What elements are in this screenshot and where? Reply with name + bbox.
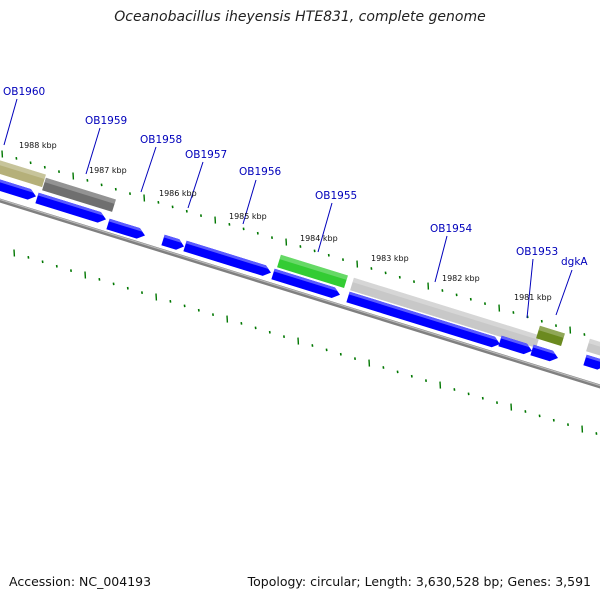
feature-ob1955-shine: [279, 254, 348, 280]
cds-arrow-6-shape: [271, 268, 341, 298]
leader-ob1959: [85, 127, 101, 175]
cds-arrow-7-shine: [348, 291, 498, 341]
backbone-highlight: [0, 198, 600, 387]
leader-ob1956: [242, 179, 257, 225]
feature-ob1954: [350, 277, 540, 348]
label-leader-lines: [3, 98, 573, 319]
gene-label-group: OB1960 OB1959 OB1958 OB1957 OB1956 OB195…: [3, 86, 588, 268]
accession-text: Accession: NC_004193: [9, 574, 152, 589]
cds-arrow-9-shape: [530, 344, 558, 362]
gene-label-ob1960: OB1960: [3, 86, 45, 98]
gene-label-ob1953: OB1953: [516, 246, 558, 258]
feature-dgka: [536, 325, 565, 346]
cds-arrow-5-shine: [185, 240, 269, 269]
kbp-label-1987: 1987 kbp: [89, 166, 127, 175]
feature-ob1955-body: [277, 254, 348, 288]
cds-arrow-1-shape: [0, 178, 37, 200]
feature-ob1960-body: [0, 159, 46, 188]
leader-ob1953: [526, 258, 534, 319]
kbp-label-1982: 1982 kbp: [442, 274, 480, 283]
kbp-label-1983: 1983 kbp: [371, 254, 409, 263]
feature-ob1959-body: [42, 177, 116, 212]
gene-label-ob1958: OB1958: [140, 134, 182, 146]
feature-ob1954-shine: [352, 277, 540, 340]
cds-arrow-8: [498, 335, 533, 355]
leader-ob1954: [434, 235, 448, 283]
cds-arrow-7: [346, 291, 501, 348]
cds-arrow-8-shine: [500, 335, 530, 348]
leader-ob1960: [3, 98, 18, 146]
feature-ob1954-body: [350, 277, 540, 348]
cds-arrow-3-shine: [108, 218, 143, 232]
kbp-label-group: 1988 kbp 1987 kbp 1986 kbp 1985 kbp 1984…: [19, 141, 552, 302]
cds-arrow-10: [583, 354, 600, 370]
kbp-label-1986: 1986 kbp: [159, 189, 197, 198]
cds-arrow-2-shape: [35, 192, 107, 223]
cds-arrow-9-shine: [532, 344, 556, 355]
cds-arrow-2-shine: [37, 192, 104, 216]
cds-arrow-10-shine: [585, 354, 600, 363]
cds-arrow-6-shine: [273, 268, 338, 292]
cds-arrow-4-shine: [163, 234, 182, 243]
gene-label-ob1959: OB1959: [85, 115, 127, 127]
kbp-label-1984: 1984 kbp: [300, 234, 338, 243]
cds-arrow-6: [271, 268, 341, 298]
outer-tick-track: [1, 150, 586, 336]
feature-ob1955: [277, 254, 348, 288]
leader-ob1955: [317, 202, 333, 253]
feature-next-shine: [588, 338, 600, 349]
cds-arrow-1: [0, 178, 37, 200]
kbp-label-1988: 1988 kbp: [19, 141, 57, 150]
map-title: Oceanobacillus iheyensis HTE831, complet…: [114, 9, 486, 25]
cds-arrow-track: [0, 178, 600, 370]
leader-ob1957: [187, 161, 204, 209]
genome-stats-text: Topology: circular; Length: 3,630,528 bp…: [247, 574, 591, 589]
feature-ob1960-shine: [0, 159, 46, 180]
gene-label-ob1955: OB1955: [315, 190, 357, 202]
feature-dgka-body: [536, 325, 565, 346]
gene-label-ob1956: OB1956: [239, 166, 282, 178]
cds-arrow-4: [161, 234, 184, 250]
cds-arrow-8-shape: [498, 335, 533, 355]
feature-next: [586, 338, 600, 357]
leader-ob1958: [140, 146, 157, 193]
cds-arrow-9: [530, 344, 558, 362]
feature-ob1959: [42, 177, 116, 212]
cds-arrow-3-shape: [106, 218, 146, 239]
cds-arrow-7-shape: [346, 291, 501, 348]
inner-tick-track: [13, 249, 598, 435]
feature-next-body: [586, 338, 600, 357]
leader-dgka: [555, 269, 573, 316]
feature-ob1959-shine: [44, 177, 116, 204]
cds-arrow-4-shape: [161, 234, 184, 250]
cds-arrow-2: [35, 192, 107, 223]
feature-track: [0, 159, 600, 357]
gene-label-ob1957: OB1957: [185, 149, 227, 161]
gene-label-dgka: dgkA: [561, 256, 588, 268]
feature-ob1960: [0, 159, 46, 188]
genome-backbone: [0, 198, 600, 389]
cds-arrow-5-shape: [183, 240, 271, 276]
cds-arrow-3: [106, 218, 146, 239]
gene-label-ob1954: OB1954: [430, 223, 473, 235]
kbp-label-1985: 1985 kbp: [229, 212, 267, 221]
backbone-line: [0, 198, 600, 389]
cds-arrow-5: [183, 240, 271, 276]
kbp-label-1981: 1981 kbp: [514, 293, 552, 302]
cds-arrow-1-shine: [0, 178, 34, 193]
feature-dgka-shine: [538, 325, 565, 338]
